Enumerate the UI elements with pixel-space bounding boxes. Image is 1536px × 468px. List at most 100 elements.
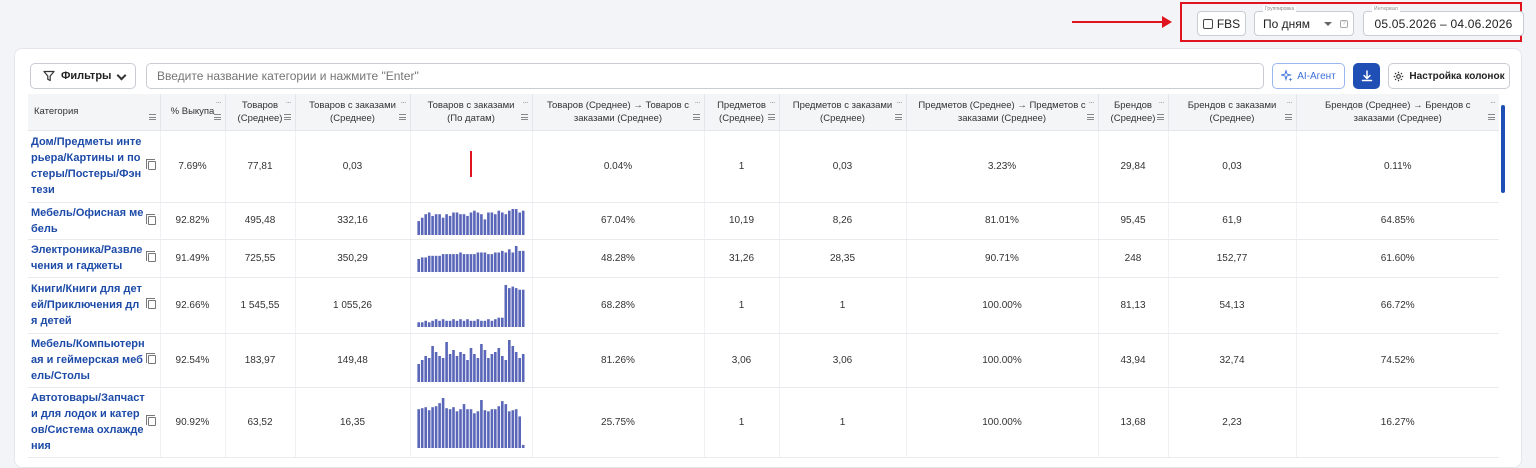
- column-menu-icon[interactable]: [1086, 113, 1094, 120]
- column-menu-icon[interactable]: [520, 113, 528, 120]
- more-icon[interactable]: ···: [1158, 98, 1165, 107]
- sparkline-bar: [511, 252, 515, 272]
- category-link[interactable]: Мебель/Офисная мебель: [31, 206, 144, 235]
- column-header[interactable]: Брендов с заказами (Среднее) ···: [1167, 94, 1296, 131]
- sparkline-bar: [508, 210, 511, 235]
- brands-avg-cell: 13,68: [1097, 387, 1168, 458]
- filters-label: Фильтры: [61, 70, 112, 82]
- sparkline-bar: [501, 356, 504, 382]
- table-card: Фильтры AI-Агент Настройка колонок Катег…: [14, 48, 1522, 468]
- copy-icon[interactable]: [145, 353, 156, 364]
- copy-icon[interactable]: [145, 298, 156, 309]
- sparkline-bar: [445, 213, 448, 235]
- sparkline-bar: [420, 408, 424, 448]
- items-orders-avg-cell: 16,35: [294, 387, 410, 458]
- sparkline-bar: [521, 289, 525, 327]
- category-link[interactable]: Автотовары/Запчасти для лодок и катеров/…: [31, 392, 145, 452]
- sparkline-bar: [501, 317, 504, 327]
- sparkline-bar: [438, 255, 441, 272]
- sparkline-bar: [469, 212, 473, 235]
- copy-icon[interactable]: [145, 415, 156, 426]
- filter-icon: [43, 70, 55, 82]
- download-button[interactable]: [1353, 63, 1380, 89]
- grouping-select[interactable]: Группировка По дням ?: [1254, 6, 1354, 36]
- column-header[interactable]: Брендов (Среднее) ···: [1097, 94, 1168, 131]
- category-search-input[interactable]: [146, 63, 1264, 89]
- sparkline-bar: [514, 246, 518, 272]
- sparkline-bar: [466, 319, 469, 327]
- category-link[interactable]: Книги/Книги для детей/Приключения для де…: [31, 283, 142, 327]
- category-link[interactable]: Дом/Предметы интерьера/Картины и постеры…: [31, 136, 142, 196]
- column-header[interactable]: Товаров с заказами (Среднее) ···: [294, 94, 410, 131]
- chevron-down-icon[interactable]: [1324, 22, 1332, 26]
- column-header[interactable]: Предметов с заказами (Среднее) ···: [778, 94, 906, 131]
- items-conversion-cell: 25.75%: [531, 387, 704, 458]
- sparkline-bar: [445, 342, 448, 382]
- more-icon[interactable]: ···: [896, 98, 903, 107]
- more-icon[interactable]: ···: [215, 98, 222, 107]
- sparkline-bar: [441, 254, 445, 272]
- sparkline-chart: [470, 151, 472, 177]
- fbs-checkbox[interactable]: FBS: [1197, 11, 1246, 36]
- column-header[interactable]: Предметов (Среднее) → Предметов с заказа…: [905, 94, 1098, 131]
- buyout-cell: 92.66%: [159, 277, 225, 334]
- column-header[interactable]: % Выкупа ···: [159, 94, 225, 131]
- filters-button[interactable]: Фильтры: [30, 63, 136, 89]
- brands-avg-cell: 81,13: [1097, 277, 1168, 334]
- sparkline-cell: [409, 239, 532, 278]
- more-icon[interactable]: ···: [522, 98, 529, 107]
- copy-icon[interactable]: [145, 251, 156, 262]
- column-header[interactable]: Товаров (Среднее) ···: [224, 94, 295, 131]
- column-menu-icon[interactable]: [148, 113, 156, 120]
- column-settings-button[interactable]: Настройка колонок: [1388, 63, 1510, 89]
- checkbox-icon[interactable]: [1202, 18, 1213, 29]
- column-menu-icon[interactable]: [1156, 113, 1164, 120]
- column-menu-icon[interactable]: [398, 113, 406, 120]
- column-menu-icon[interactable]: [894, 113, 902, 120]
- copy-icon[interactable]: [145, 213, 156, 225]
- more-icon[interactable]: ···: [769, 98, 776, 107]
- interval-date-range[interactable]: Интервал 05.05.2026 – 04.06.2026: [1363, 6, 1524, 36]
- category-link[interactable]: Мебель/Компьютерная и геймерская мебель/…: [31, 338, 145, 382]
- column-menu-icon[interactable]: [213, 113, 221, 120]
- column-menu-icon[interactable]: [1488, 113, 1495, 120]
- column-menu-icon[interactable]: [767, 113, 775, 120]
- more-icon[interactable]: ···: [400, 98, 407, 107]
- column-menu-icon[interactable]: [283, 113, 291, 120]
- sparkline-bar: [452, 319, 455, 327]
- vertical-scrollbar[interactable]: [1501, 105, 1505, 193]
- category-link[interactable]: Электроника/Развлечения и гаджеты: [31, 244, 143, 272]
- sparkline-bar: [480, 252, 483, 272]
- help-icon[interactable]: ?: [1340, 20, 1348, 28]
- column-menu-icon[interactable]: [692, 113, 700, 120]
- table-body: Дом/Предметы интерьера/Картины и постеры…: [28, 130, 1499, 458]
- more-icon[interactable]: ···: [1088, 98, 1095, 107]
- copy-icon[interactable]: [145, 159, 156, 170]
- table-row: Дом/Предметы интерьера/Картины и постеры…: [28, 130, 1499, 203]
- table-row: Мебель/Компьютерная и геймерская мебель/…: [28, 333, 1499, 388]
- sparkline-bar: [424, 320, 427, 327]
- sparkline-bar: [424, 213, 427, 235]
- sparkline-bar: [480, 213, 483, 235]
- sparkline-bar: [511, 346, 515, 382]
- brands-orders-avg-cell: 152,77: [1167, 239, 1296, 278]
- column-header[interactable]: Предметов (Среднее) ···: [703, 94, 779, 131]
- sparkline-bar: [490, 320, 494, 327]
- column-header[interactable]: Товаров с заказами (По датам) ···: [409, 94, 532, 131]
- more-icon[interactable]: ···: [285, 98, 292, 107]
- column-header[interactable]: Категория: [28, 94, 160, 131]
- more-icon[interactable]: ···: [1286, 98, 1293, 107]
- sparkline-bar: [480, 400, 483, 448]
- sparkline-bar: [490, 409, 494, 448]
- ai-agent-button[interactable]: AI-Агент: [1272, 63, 1345, 89]
- more-icon[interactable]: ···: [1490, 98, 1496, 107]
- column-menu-icon[interactable]: [1284, 113, 1292, 120]
- sparkline-bar: [501, 401, 504, 448]
- sparkline-bar: [459, 252, 462, 272]
- column-header[interactable]: Товаров (Среднее) → Товаров с заказами (…: [531, 94, 704, 131]
- category-cell: Мебель/Офисная мебель: [28, 202, 160, 240]
- column-header[interactable]: Брендов (Среднее) → Брендов с заказами (…: [1295, 94, 1499, 131]
- items-orders-avg-cell: 0,03: [294, 130, 410, 203]
- sparkline-bar: [487, 212, 490, 235]
- more-icon[interactable]: ···: [694, 98, 701, 107]
